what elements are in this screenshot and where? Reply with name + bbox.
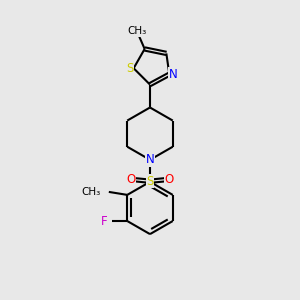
Text: S: S [146,175,154,188]
Text: CH₃: CH₃ [81,187,101,197]
Text: S: S [126,62,134,75]
Text: O: O [164,172,174,186]
Text: O: O [126,172,136,186]
Text: N: N [146,153,154,166]
Text: N: N [169,68,177,81]
Text: CH₃: CH₃ [127,26,146,36]
Text: F: F [101,214,107,227]
